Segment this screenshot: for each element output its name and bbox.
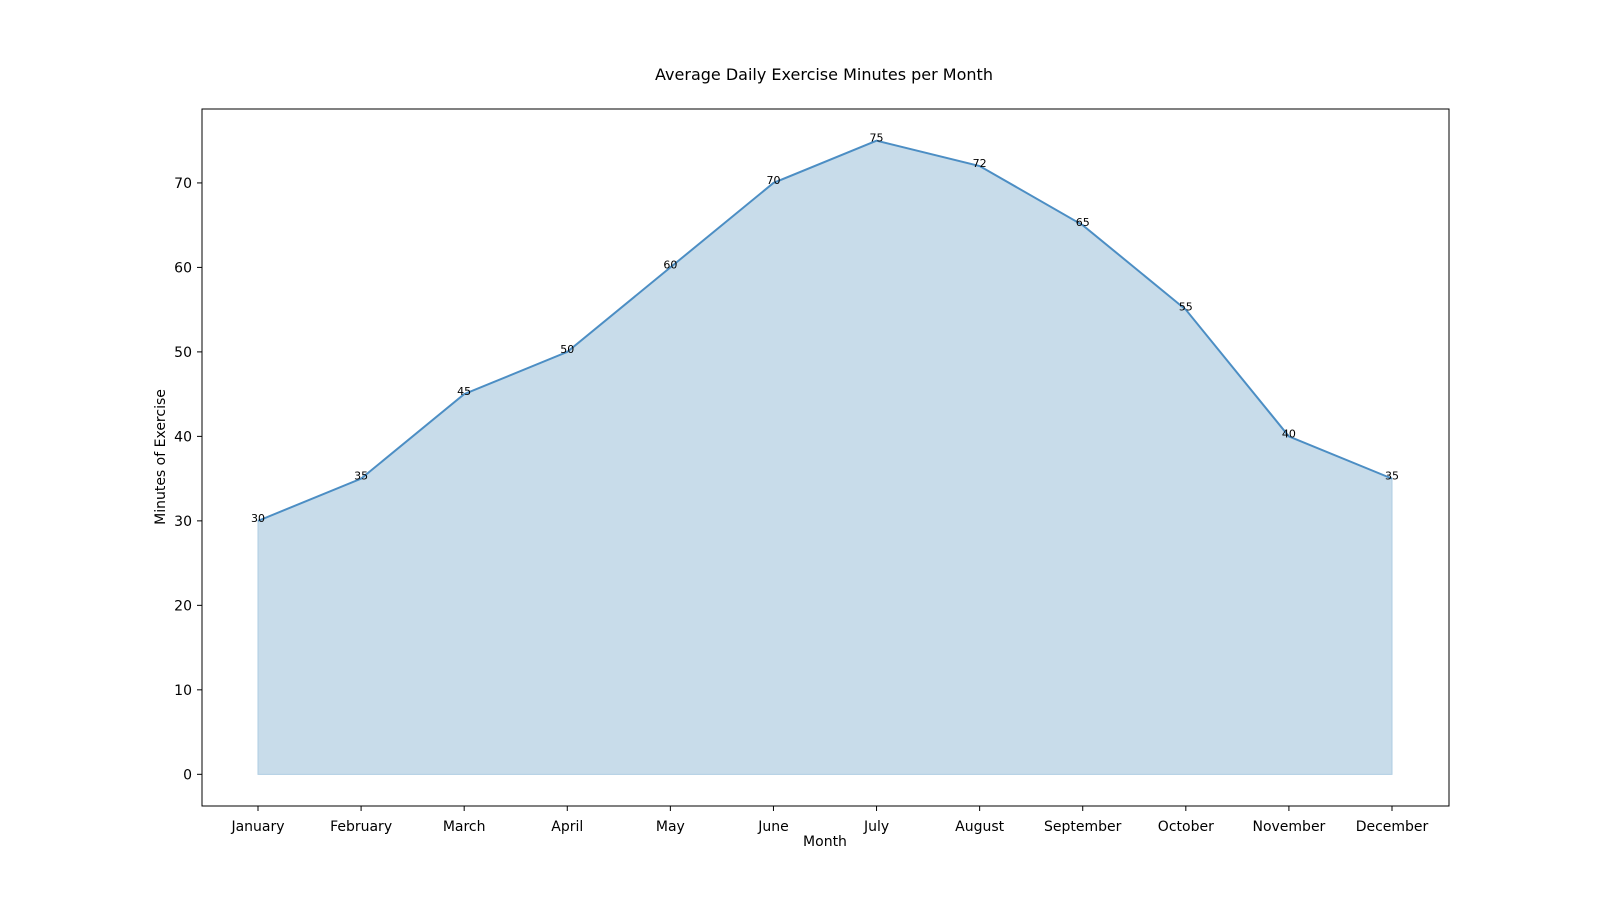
- series-line: [257, 139, 1393, 522]
- data-label: 40: [1282, 427, 1296, 440]
- data-label: 72: [973, 157, 987, 170]
- data-label: 35: [354, 470, 368, 483]
- y-axis: 0 10 20 30 40 50 60 70: [174, 176, 202, 783]
- x-axis-label: Month: [803, 834, 847, 850]
- data-label: 75: [870, 132, 884, 145]
- plot-frame: [201, 108, 1450, 807]
- y-axis-label: Minutes of Exercise: [153, 389, 169, 525]
- x-tick-label: February: [330, 819, 392, 835]
- x-tick-label: January: [230, 819, 284, 835]
- x-tick-label: May: [656, 819, 685, 835]
- y-tick-label: 0: [183, 767, 192, 783]
- x-tick-label: October: [1158, 819, 1214, 835]
- data-label: 50: [560, 343, 574, 356]
- data-label: 45: [457, 385, 471, 398]
- data-label: 65: [1076, 216, 1090, 229]
- x-tick-label: June: [757, 819, 789, 835]
- data-label: 70: [766, 174, 780, 187]
- x-tick-label: April: [551, 819, 583, 835]
- chart-title: Average Daily Exercise Minutes per Month: [655, 65, 993, 84]
- y-tick-label: 10: [174, 683, 192, 699]
- x-tick-label: November: [1252, 819, 1325, 835]
- y-tick-label: 70: [174, 176, 192, 192]
- y-tick-label: 50: [174, 345, 192, 361]
- x-tick-label: July: [863, 819, 889, 835]
- data-label: 60: [663, 258, 677, 271]
- x-tick-label: December: [1356, 819, 1429, 835]
- x-axis: January February March April May June July Augu…: [230, 806, 1429, 835]
- x-tick-label: August: [955, 819, 1005, 835]
- y-tick-label: 30: [174, 514, 192, 530]
- data-label: 55: [1179, 301, 1193, 314]
- data-label: 35: [1385, 470, 1399, 483]
- data-label: 30: [251, 512, 265, 525]
- y-tick-label: 40: [174, 429, 192, 445]
- area-fill: [257, 140, 1393, 775]
- x-tick-label: September: [1044, 819, 1122, 835]
- plot-area: 30 35 45 50 60 70 75 72 65 55 40 35: [251, 132, 1399, 775]
- y-tick-label: 20: [174, 598, 192, 614]
- y-tick-label: 60: [174, 260, 192, 276]
- x-tick-label: March: [443, 819, 486, 835]
